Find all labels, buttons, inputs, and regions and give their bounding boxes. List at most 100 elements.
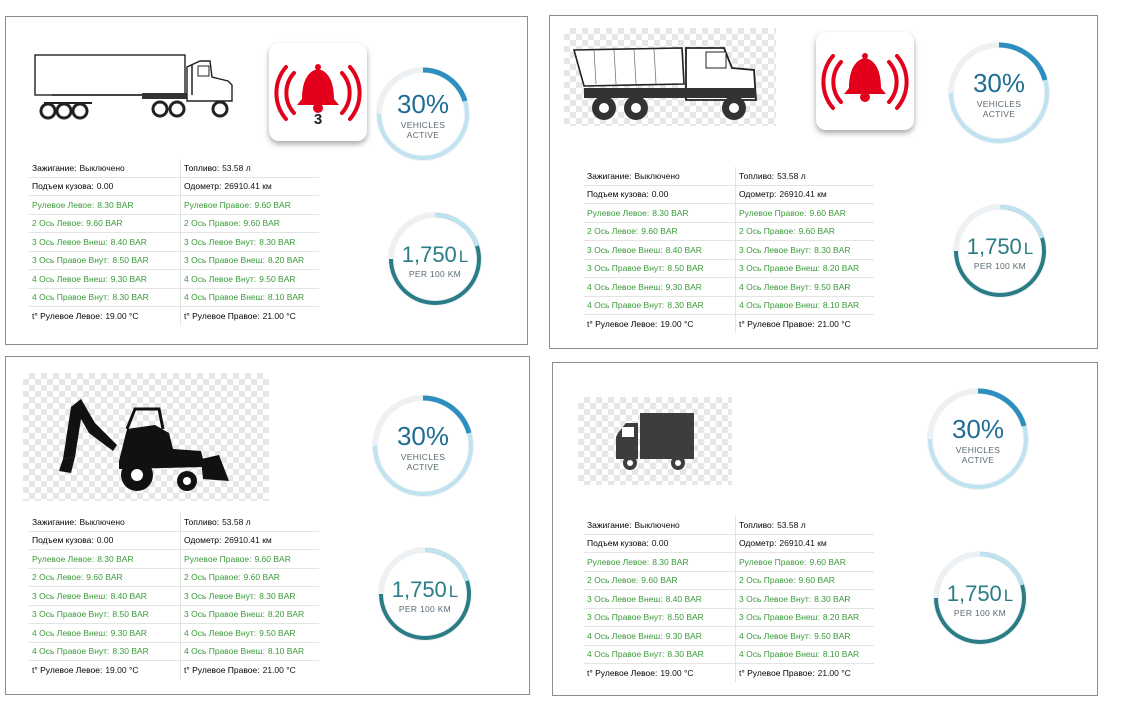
sensor-key: Одометр:: [184, 181, 222, 192]
sensor-cell: Топливо: 53.58 л: [735, 167, 874, 186]
vehicles-active-gauge: 30% VEHICLES ACTIVE: [923, 384, 1033, 494]
sensor-row: 3 Ось Правое Внут: 8.50 BAR 3 Ось Правое В…: [584, 608, 874, 627]
sensor-cell: 4 Ось Левое Внеш: 9.30 BAR: [29, 269, 181, 289]
vehicles-active-gauge: 30% VEHICLES ACTIVE: [944, 38, 1054, 148]
sensor-row: 4 Ось Левое Внеш: 9.30 BAR 4 Ось Левое Вну…: [29, 623, 319, 643]
sensor-key: Зажигание:: [587, 170, 632, 181]
sensor-value: 26910.41 км: [779, 189, 827, 200]
sensor-value: 8.40 BAR: [665, 244, 702, 255]
sensor-key: 3 Ось Левое Внут:: [184, 236, 257, 247]
sensor-value: 9.60 BAR: [809, 556, 846, 567]
sensor-cell: t° Рулевое Правое: 21.00 °C: [735, 314, 874, 333]
sensor-cell: 4 Ось Правое Внеш: 8.10 BAR: [180, 642, 319, 661]
sensor-cell: Рулевое Правое: 9.60 BAR: [180, 195, 319, 215]
sensor-cell: t° Рулевое Левое: 19.00 °C: [584, 315, 736, 333]
sensor-value: 8.30 BAR: [652, 207, 689, 218]
sensor-value: 9.60 BAR: [641, 575, 678, 586]
sensor-key: Топливо:: [184, 516, 220, 527]
sensor-row: Зажигание: Выключено Топливо: 53.58 л: [584, 167, 874, 186]
sensor-value: Выключено: [634, 519, 680, 530]
sensor-value: 8.20 BAR: [822, 612, 860, 623]
vehicles-active-label-2: ACTIVE: [406, 462, 440, 472]
sensor-key: Зажигание:: [587, 519, 632, 530]
sensor-cell: 4 Ось Левое Внеш: 9.30 BAR: [584, 626, 736, 646]
sensor-key: 4 Ось Левое Внеш:: [32, 273, 108, 284]
vehicles-active-label-1: VEHICLES: [400, 452, 446, 462]
semi-truck-icon: [32, 49, 242, 129]
sensor-row: t° Рулевое Левое: 19.00 °C t° Рулевое Прав…: [29, 660, 319, 679]
vehicles-active-label-1: VEHICLES: [955, 445, 1001, 455]
sensor-key: Топливо:: [739, 170, 775, 181]
sensor-key: t° Рулевое Левое:: [587, 667, 658, 678]
sensor-cell: 3 Ось Правое Внеш: 8.20 BAR: [735, 608, 874, 627]
sensor-row: 4 Ось Правое Внут: 8.30 BAR 4 Ось Правое В…: [29, 642, 319, 661]
sensor-key: 4 Ось Правое Внут:: [587, 649, 665, 660]
sensor-key: 4 Ось Правое Внеш:: [184, 646, 265, 657]
sensor-key: Одометр:: [739, 189, 777, 200]
sensor-cell: t° Рулевое Правое: 21.00 °C: [735, 663, 874, 682]
alarm-button[interactable]: [816, 32, 914, 130]
sensor-key: 3 Ось Правое Внут:: [587, 612, 665, 623]
sensor-cell: Рулевое Левое: 8.30 BAR: [584, 552, 736, 572]
sensor-row: 3 Ось Левое Внеш: 8.40 BAR 3 Ось Левое Вну…: [584, 589, 874, 609]
vehicle-card-2: 30% VEHICLES ACTIVE Зажигание: Выключено Т…: [549, 15, 1098, 349]
sensor-row: Подъем кузова: 0.00 Одометр: 26910.41 км: [584, 185, 874, 204]
sensor-cell: 4 Ось Левое Внеш: 9.30 BAR: [584, 277, 736, 297]
sensor-row: Подъем кузова: 0.00 Одометр: 26910.41 км: [29, 177, 319, 196]
sensor-value: 9.60 BAR: [809, 207, 846, 218]
sensor-row: t° Рулевое Левое: 19.00 °C t° Рулевое Прав…: [584, 314, 874, 333]
sensor-row: 4 Ось Правое Внут: 8.30 BAR 4 Ось Правое В…: [29, 288, 319, 307]
sensor-key: t° Рулевое Правое:: [184, 664, 260, 675]
vehicles-active-value: 30%: [396, 89, 450, 119]
vehicle-card-4: 30% VEHICLES ACTIVE Зажигание: Выключено Т…: [552, 362, 1098, 696]
sensor-value: 53.58 л: [777, 519, 806, 530]
sensor-key: 3 Ось Левое Внеш:: [32, 236, 108, 247]
fuel-value: 1,750 L: [391, 577, 459, 602]
alarm-button[interactable]: 3: [269, 43, 367, 141]
vehicles-active-gauge: 30% VEHICLES ACTIVE: [368, 391, 478, 501]
sensor-cell: Одометр: 26910.41 км: [735, 534, 874, 553]
sensor-cell: t° Рулевое Левое: 19.00 °C: [584, 664, 736, 682]
sensor-value: Выключено: [79, 162, 125, 173]
fuel-label: PER 100 KM: [398, 604, 452, 614]
sensor-value: 8.30 BAR: [814, 593, 851, 604]
sensor-row: 2 Ось Левое: 9.60 BAR 2 Ось Правое: 9.60 BA…: [29, 214, 319, 233]
sensor-value: 21.00 °C: [817, 667, 851, 678]
fuel-label: PER 100 KM: [408, 269, 462, 279]
sensor-cell: t° Рулевое Левое: 19.00 °C: [29, 307, 181, 325]
fuel-label: PER 100 KM: [973, 261, 1027, 271]
sensor-cell: 3 Ось Правое Внут: 8.50 BAR: [584, 608, 736, 627]
sensor-cell: Рулевое Левое: 8.30 BAR: [584, 203, 736, 223]
sensor-cell: Одометр: 26910.41 км: [180, 177, 319, 196]
sensor-key: 4 Ось Правое Внут:: [587, 300, 665, 311]
sensor-key: Рулевое Правое:: [739, 556, 807, 567]
sensor-cell: t° Рулевое Правое: 21.00 °C: [180, 660, 319, 679]
sensor-cell: 4 Ось Левое Внеш: 9.30 BAR: [29, 623, 181, 643]
sensor-cell: Одометр: 26910.41 км: [180, 531, 319, 550]
sensor-row: t° Рулевое Левое: 19.00 °C t° Рулевое Прав…: [29, 306, 319, 325]
sensor-cell: 4 Ось Левое Внут: 9.50 BAR: [180, 623, 319, 643]
sensor-value: 9.60 BAR: [243, 572, 280, 583]
sensor-cell: 3 Ось Правое Внут: 8.50 BAR: [29, 251, 181, 270]
vehicles-active-value: 30%: [396, 421, 450, 451]
sensor-value: 8.40 BAR: [110, 236, 147, 247]
sensor-value: 8.30 BAR: [814, 244, 851, 255]
sensor-key: Топливо:: [184, 162, 220, 173]
sensor-key: 3 Ось Правое Внеш:: [184, 255, 265, 266]
sensor-table: Зажигание: Выключено Топливо: 53.58 л Подъем…: [29, 159, 319, 325]
sensor-key: Зажигание:: [32, 162, 77, 173]
sensor-key: 4 Ось Левое Внут:: [184, 627, 257, 638]
sensor-value: 8.30 BAR: [652, 556, 689, 567]
sensor-row: 4 Ось Левое Внеш: 9.30 BAR 4 Ось Левое Вну…: [584, 626, 874, 646]
sensor-row: 4 Ось Правое Внут: 8.30 BAR 4 Ось Правое В…: [584, 296, 874, 315]
sensor-value: 8.50 BAR: [112, 255, 149, 266]
sensor-row: Зажигание: Выключено Топливо: 53.58 л: [29, 159, 319, 178]
sensor-value: 26910.41 км: [224, 181, 272, 192]
sensor-cell: 4 Ось Правое Внеш: 8.10 BAR: [735, 296, 874, 315]
sensor-row: Рулевое Левое: 8.30 BAR Рулевое Правое: 9.6…: [584, 203, 874, 223]
sensor-cell: 2 Ось Левое: 9.60 BAR: [584, 222, 736, 241]
sensor-value: Выключено: [634, 170, 680, 181]
sensor-cell: 3 Ось Правое Внеш: 8.20 BAR: [180, 251, 319, 270]
fuel-label: PER 100 KM: [953, 608, 1007, 618]
backhoe-loader-icon: [23, 373, 269, 501]
